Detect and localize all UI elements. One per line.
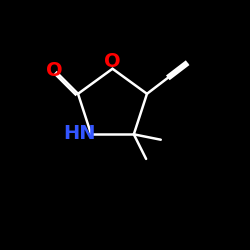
Text: HN: HN	[64, 124, 96, 142]
Text: O: O	[46, 61, 63, 80]
Text: O: O	[104, 52, 121, 71]
